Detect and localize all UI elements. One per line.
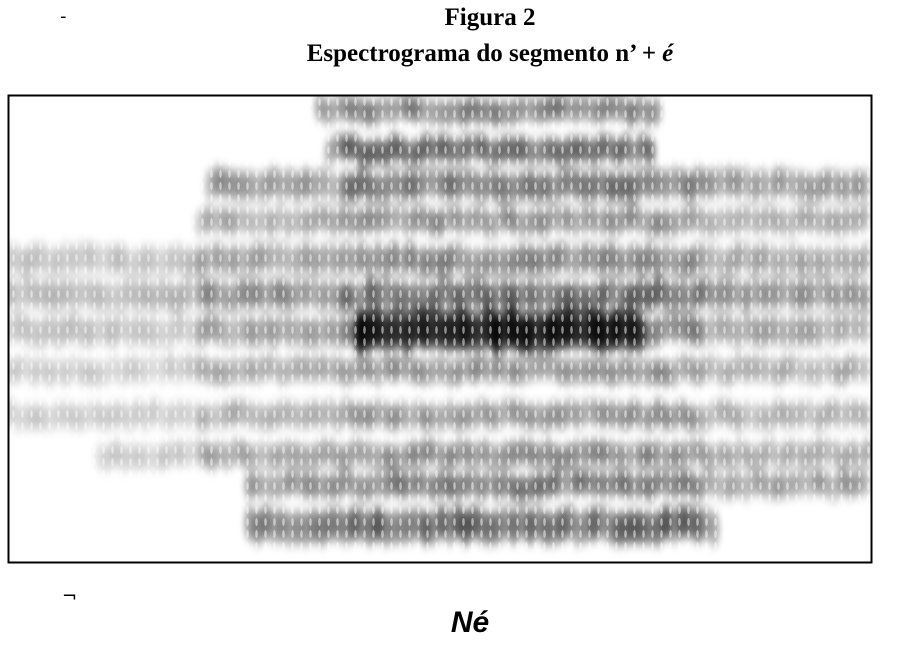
crop-mark: -	[60, 6, 67, 27]
caption: Né	[450, 606, 490, 639]
crop-mark: ¬	[62, 586, 78, 607]
spectrogram	[7, 94, 873, 564]
title-text: Espectrograma do segmento n’ +	[306, 40, 657, 67]
title-italic: é	[662, 40, 674, 67]
figure-number: Figura 2	[444, 4, 536, 31]
figure-title: Espectrograma do segmento n’ + é	[0, 40, 920, 68]
spectrogram-frame	[7, 94, 873, 564]
striations	[9, 96, 871, 562]
